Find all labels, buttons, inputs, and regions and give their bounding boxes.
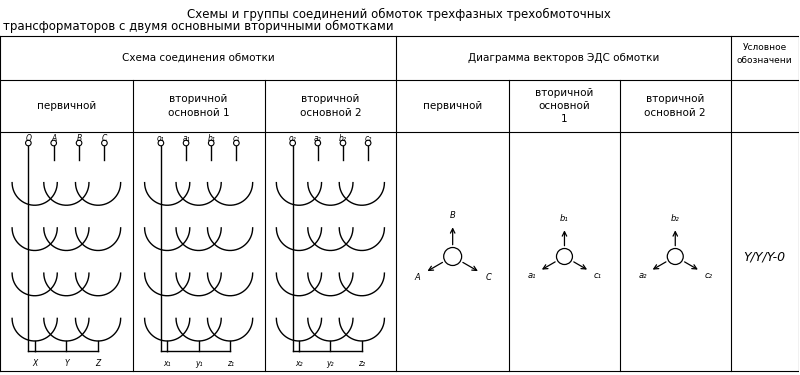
Text: c₂: c₂ xyxy=(704,271,712,280)
Text: Y/Y/Y-0: Y/Y/Y-0 xyxy=(743,250,786,263)
Text: c₁: c₁ xyxy=(594,271,602,280)
Text: B: B xyxy=(77,134,82,143)
Text: c₂: c₂ xyxy=(365,134,372,143)
Text: первичной: первичной xyxy=(37,101,96,111)
Text: вторичной
основной
1: вторичной основной 1 xyxy=(535,88,594,124)
Text: A: A xyxy=(414,273,420,282)
Text: Z: Z xyxy=(95,359,101,368)
Text: вторичной
основной 1: вторичной основной 1 xyxy=(168,94,230,118)
Text: вторичной
основной 2: вторичной основной 2 xyxy=(299,94,362,118)
Text: o₂: o₂ xyxy=(289,134,297,143)
Text: z₂: z₂ xyxy=(358,359,366,368)
Text: b₁: b₁ xyxy=(560,214,569,223)
Text: Схема соединения обмотки: Схема соединения обмотки xyxy=(122,53,274,63)
Text: x₁: x₁ xyxy=(163,359,171,368)
Text: Диаграмма векторов ЭДС обмотки: Диаграмма векторов ЭДС обмотки xyxy=(468,53,659,63)
Text: O: O xyxy=(26,134,31,143)
Text: b₁: b₁ xyxy=(207,134,215,143)
Text: первичной: первичной xyxy=(423,101,482,111)
Text: A: A xyxy=(51,134,56,143)
Text: X: X xyxy=(32,359,38,368)
Text: c₁: c₁ xyxy=(233,134,240,143)
Text: C: C xyxy=(485,273,491,282)
Text: a₂: a₂ xyxy=(638,271,646,280)
Text: y₁: y₁ xyxy=(195,359,202,368)
Text: a₁: a₁ xyxy=(182,134,190,143)
Text: b₂: b₂ xyxy=(339,134,347,143)
Text: o₁: o₁ xyxy=(157,134,165,143)
Text: C: C xyxy=(102,134,107,143)
Text: b₂: b₂ xyxy=(671,214,680,223)
Text: a₁: a₁ xyxy=(527,271,536,280)
Text: a₂: a₂ xyxy=(314,134,322,143)
Text: Схемы и группы соединений обмоток трехфазных трехобмоточных: Схемы и группы соединений обмоток трехфа… xyxy=(187,8,611,21)
Text: трансформаторов с двумя основными вторичными обмотками: трансформаторов с двумя основными вторич… xyxy=(3,20,394,33)
Text: z₁: z₁ xyxy=(226,359,234,368)
Text: Y: Y xyxy=(64,359,69,368)
Text: Условное
обозначени: Условное обозначени xyxy=(737,43,793,65)
Text: x₂: x₂ xyxy=(295,359,302,368)
Text: y₂: y₂ xyxy=(326,359,334,368)
Text: B: B xyxy=(450,211,455,220)
Text: вторичной
основной 2: вторичной основной 2 xyxy=(645,94,706,118)
